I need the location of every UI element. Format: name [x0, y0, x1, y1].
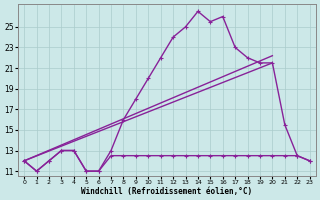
X-axis label: Windchill (Refroidissement éolien,°C): Windchill (Refroidissement éolien,°C) — [81, 187, 252, 196]
